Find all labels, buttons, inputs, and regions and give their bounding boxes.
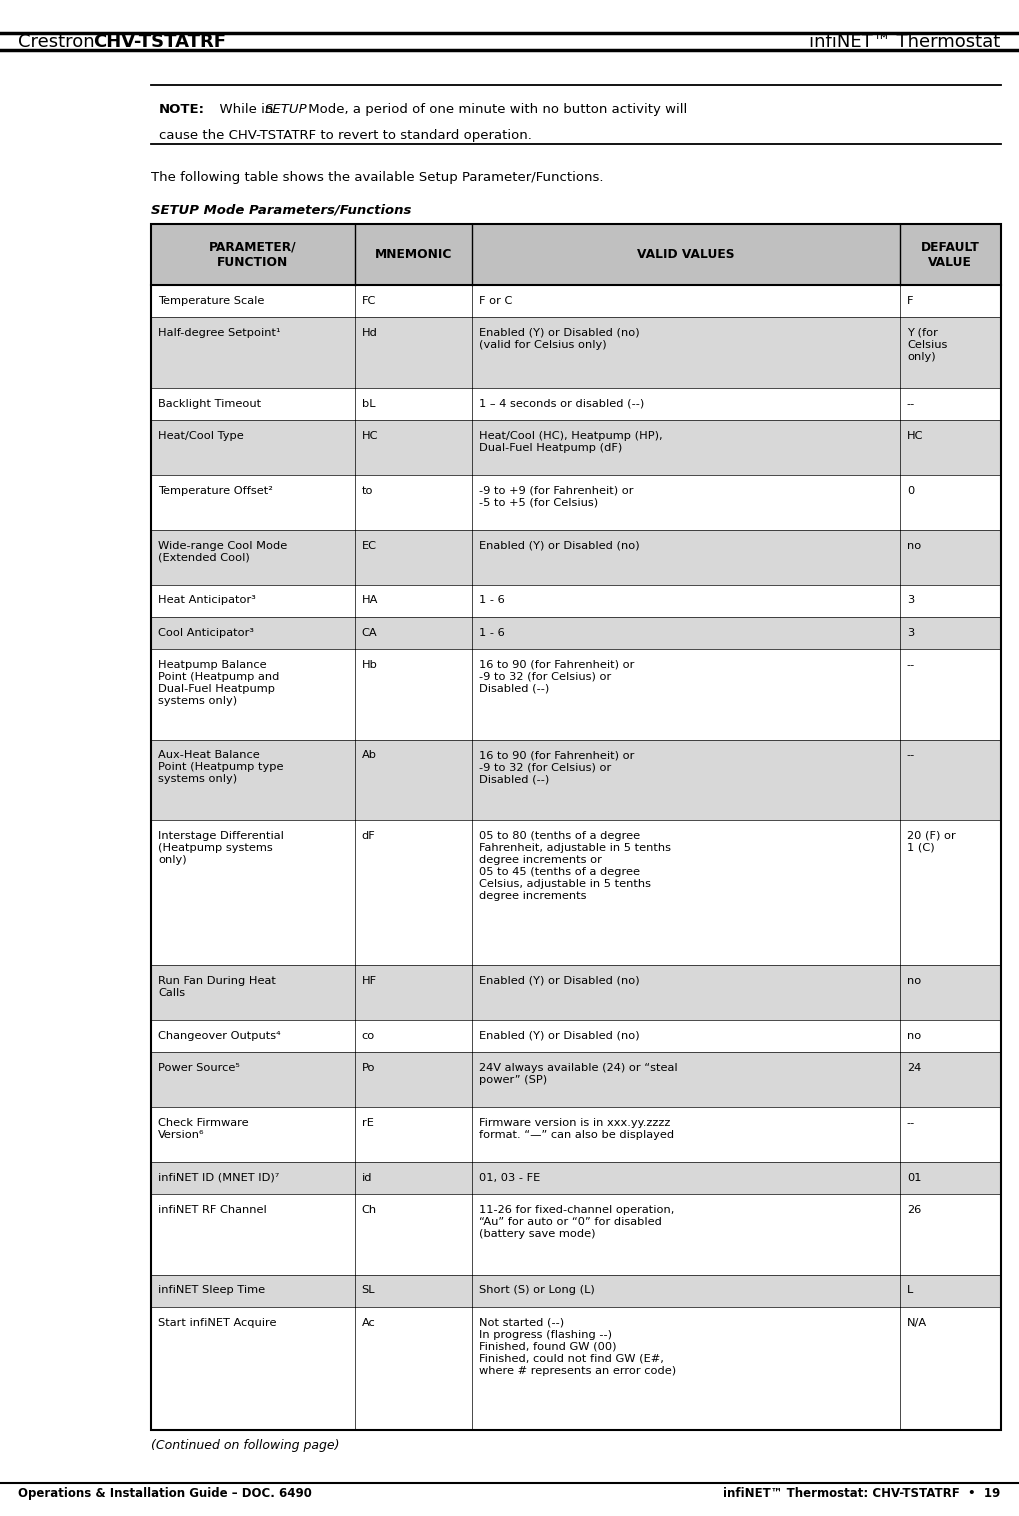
Text: 1 - 6: 1 - 6 [479,628,504,638]
Bar [151,1161,1001,1195]
Text: 24: 24 [907,1063,921,1073]
Text: Enabled (Y) or Disabled (no)
(valid for Celsius only): Enabled (Y) or Disabled (no) (valid for … [479,327,640,350]
Text: Heat Anticipator³: Heat Anticipator³ [158,596,256,605]
Text: 05 to 80 (tenths of a degree
Fahrenheit, adjustable in 5 tenths
degree increment: 05 to 80 (tenths of a degree Fahrenheit,… [479,831,671,901]
Bar [151,966,1001,1020]
Text: 26: 26 [907,1205,921,1214]
Text: Temperature Scale: Temperature Scale [158,296,264,306]
Text: Y (for
Celsius
only): Y (for Celsius only) [907,327,948,362]
Text: Po: Po [362,1063,375,1073]
Text: F or C: F or C [479,296,513,306]
Text: co: co [362,1031,375,1040]
Text: Enabled (Y) or Disabled (no): Enabled (Y) or Disabled (no) [479,541,640,550]
Bar [151,224,1001,285]
Text: cause the CHV-TSTATRF to revert to standard operation.: cause the CHV-TSTATRF to revert to stand… [159,129,532,143]
Text: no: no [907,541,921,550]
Text: Aux-Heat Balance
Point (Heatpump type
systems only): Aux-Heat Balance Point (Heatpump type sy… [158,750,283,784]
Text: CA: CA [362,628,377,638]
Text: VALID VALUES: VALID VALUES [637,249,735,261]
Text: L: L [907,1286,913,1296]
Text: Enabled (Y) or Disabled (no): Enabled (Y) or Disabled (no) [479,976,640,985]
Text: rE: rE [362,1117,374,1128]
Text: no: no [907,976,921,985]
Text: to: to [362,485,373,496]
Text: MNEMONIC: MNEMONIC [375,249,451,261]
Text: (Continued on following page): (Continued on following page) [151,1439,339,1452]
Bar [151,1275,1001,1307]
Text: PARAMETER/
FUNCTION: PARAMETER/ FUNCTION [209,241,297,268]
Text: Mode, a period of one minute with no button activity will: Mode, a period of one minute with no but… [304,103,687,117]
Text: Enabled (Y) or Disabled (no): Enabled (Y) or Disabled (no) [479,1031,640,1040]
Text: Hb: Hb [362,659,378,670]
Text: HC: HC [907,431,923,441]
Bar [151,1052,1001,1107]
Text: Backlight Timeout: Backlight Timeout [158,399,261,409]
Text: Not started (--)
In progress (flashing --)
Finished, found GW (00)
Finished, cou: Not started (--) In progress (flashing -… [479,1317,676,1375]
Text: 3: 3 [907,596,914,605]
Text: -9 to +9 (for Fahrenheit) or
-5 to +5 (for Celsius): -9 to +9 (for Fahrenheit) or -5 to +5 (f… [479,485,634,508]
Text: HF: HF [362,976,377,985]
Text: Operations & Installation Guide – DOC. 6490: Operations & Installation Guide – DOC. 6… [18,1487,312,1501]
Text: Heatpump Balance
Point (Heatpump and
Dual-Fuel Heatpump
systems only): Heatpump Balance Point (Heatpump and Dua… [158,659,279,706]
Bar [151,740,1001,820]
Text: Short (S) or Long (L): Short (S) or Long (L) [479,1286,595,1296]
Text: 01: 01 [907,1172,921,1182]
Text: Interstage Differential
(Heatpump systems
only): Interstage Differential (Heatpump system… [158,831,284,864]
Text: infiNET™ Thermostat: infiNET™ Thermostat [809,33,1001,50]
Text: infiNET ID (MNET ID)⁷: infiNET ID (MNET ID)⁷ [158,1172,279,1182]
Bar [151,531,1001,585]
Text: Start infiNET Acquire: Start infiNET Acquire [158,1317,276,1328]
Text: SETUP: SETUP [265,103,308,117]
Text: Ch: Ch [362,1205,377,1214]
Text: CHV-TSTATRF: CHV-TSTATRF [93,33,226,50]
Text: infiNET Sleep Time: infiNET Sleep Time [158,1286,265,1296]
Bar [151,617,1001,649]
Text: 3: 3 [907,628,914,638]
Text: Firmware version is in xxx.yy.zzzz
format. “—” can also be displayed: Firmware version is in xxx.yy.zzzz forma… [479,1117,674,1140]
Text: 16 to 90 (for Fahrenheit) or
-9 to 32 (for Celsius) or
Disabled (--): 16 to 90 (for Fahrenheit) or -9 to 32 (f… [479,659,634,694]
Text: Changeover Outputs⁴: Changeover Outputs⁴ [158,1031,280,1040]
Text: --: -- [907,750,915,760]
Text: Crestron: Crestron [18,33,101,50]
Text: id: id [362,1172,372,1182]
Text: infiNET™ Thermostat: CHV-TSTATRF  •  19: infiNET™ Thermostat: CHV-TSTATRF • 19 [723,1487,1001,1501]
Text: SL: SL [362,1286,375,1296]
Text: HA: HA [362,596,378,605]
Bar [151,317,1001,388]
Text: 1 – 4 seconds or disabled (--): 1 – 4 seconds or disabled (--) [479,399,644,409]
Text: Heat/Cool (HC), Heatpump (HP),
Dual-Fuel Heatpump (dF): Heat/Cool (HC), Heatpump (HP), Dual-Fuel… [479,431,662,453]
Text: F: F [907,296,913,306]
Text: DEFAULT
VALUE: DEFAULT VALUE [921,241,979,268]
Text: HC: HC [362,431,378,441]
Text: While in: While in [211,103,277,117]
Text: no: no [907,1031,921,1040]
Text: --: -- [907,659,915,670]
Text: NOTE:: NOTE: [159,103,205,117]
Text: Check Firmware
Version⁶: Check Firmware Version⁶ [158,1117,249,1140]
Text: 16 to 90 (for Fahrenheit) or
-9 to 32 (for Celsius) or
Disabled (--): 16 to 90 (for Fahrenheit) or -9 to 32 (f… [479,750,634,784]
Text: SETUP Mode Parameters/Functions: SETUP Mode Parameters/Functions [151,203,412,217]
Bar [151,224,1001,1430]
Text: Power Source⁵: Power Source⁵ [158,1063,239,1073]
Text: 20 (F) or
1 (C): 20 (F) or 1 (C) [907,831,956,854]
Text: infiNET RF Channel: infiNET RF Channel [158,1205,267,1214]
Text: Half-degree Setpoint¹: Half-degree Setpoint¹ [158,327,280,338]
Text: EC: EC [362,541,377,550]
Text: The following table shows the available Setup Parameter/Functions.: The following table shows the available … [151,171,603,185]
Text: Temperature Offset²: Temperature Offset² [158,485,273,496]
Text: Ab: Ab [362,750,377,760]
Text: Wide-range Cool Mode
(Extended Cool): Wide-range Cool Mode (Extended Cool) [158,541,287,562]
Text: 0: 0 [907,485,914,496]
Text: Heat/Cool Type: Heat/Cool Type [158,431,244,441]
Text: --: -- [907,1117,915,1128]
Text: N/A: N/A [907,1317,927,1328]
Text: --: -- [907,399,915,409]
Text: dF: dF [362,831,375,841]
Text: 1 - 6: 1 - 6 [479,596,504,605]
Text: Hd: Hd [362,327,378,338]
Text: 24V always available (24) or “steal
power” (SP): 24V always available (24) or “steal powe… [479,1063,678,1085]
Bar [151,420,1001,475]
Text: FC: FC [362,296,376,306]
Text: Cool Anticipator³: Cool Anticipator³ [158,628,254,638]
Text: 11-26 for fixed-channel operation,
“Au” for auto or “0” for disabled
(battery sa: 11-26 for fixed-channel operation, “Au” … [479,1205,675,1239]
